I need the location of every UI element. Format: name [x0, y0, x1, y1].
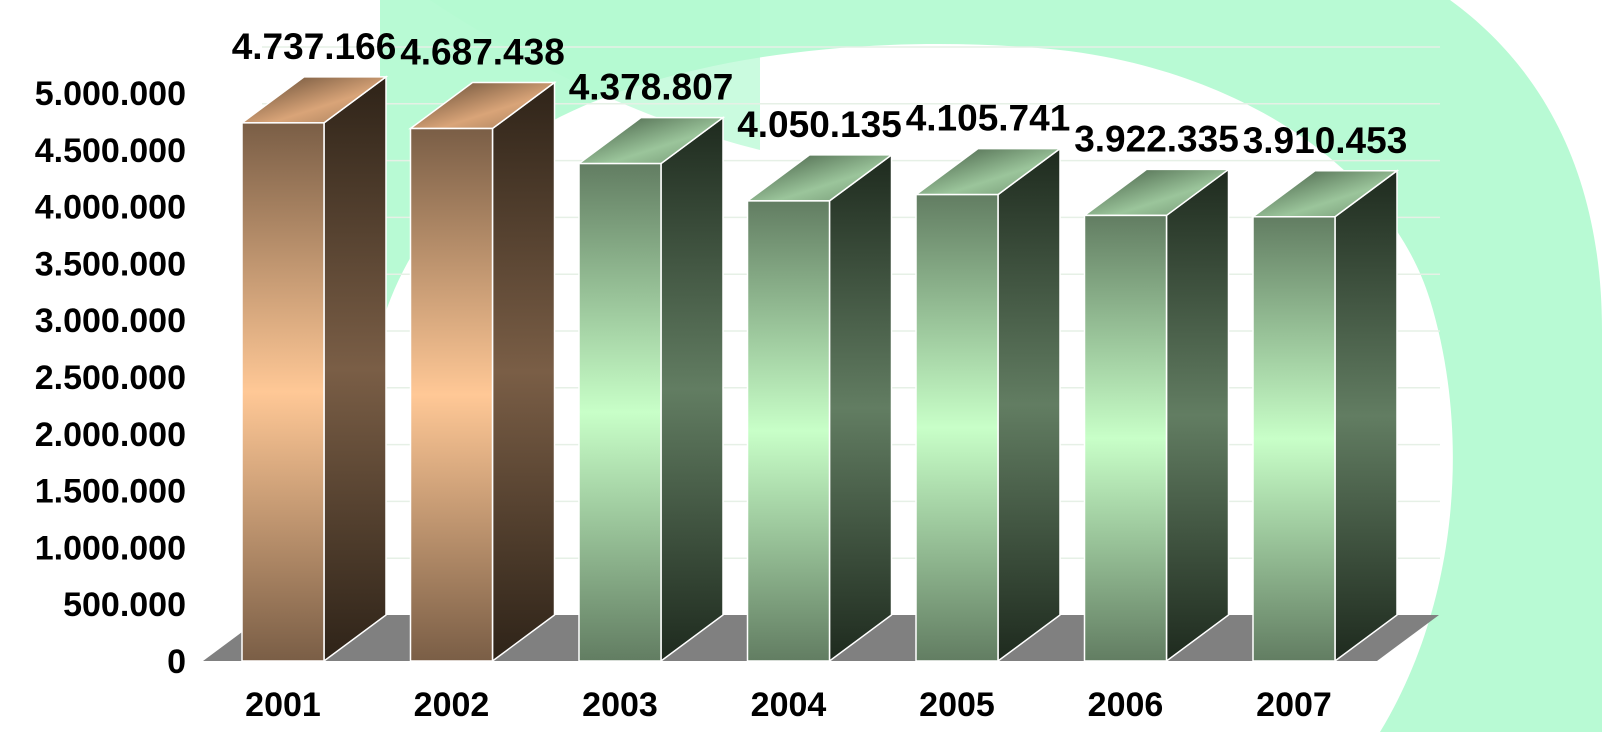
bar-side-face — [997, 147, 1061, 663]
x-category-label: 2006 — [1088, 686, 1164, 724]
x-category-label: 2007 — [1256, 686, 1332, 724]
background-shape — [430, 0, 760, 150]
y-tick-label: 4.500.000 — [35, 132, 186, 170]
background-shape — [380, 0, 1602, 732]
x-axis-category-labels: 2001 2002 2003 2004 2005 2006 2007 — [245, 686, 1332, 724]
bar-front-face — [1083, 214, 1168, 662]
y-axis-tick-labels: 0 500.000 1.000.000 1.500.000 2.000.000 2.500… — [35, 75, 186, 681]
x-category-label: 2004 — [751, 686, 827, 724]
bar-2006 — [1082, 167, 1231, 663]
bar-2007 — [1250, 169, 1400, 663]
data-value-label: 3.922.335 — [1074, 118, 1239, 159]
x-category-label: 2001 — [245, 686, 321, 724]
bar-2005 — [913, 147, 1063, 663]
x-category-label: 2003 — [582, 686, 658, 724]
data-value-label: 4.687.438 — [400, 32, 565, 73]
bar-front-face — [241, 122, 325, 662]
bar-side-face — [828, 153, 893, 663]
x-category-label: 2005 — [919, 686, 995, 724]
bar-front-face — [1252, 216, 1336, 662]
bar-side-face — [660, 116, 724, 663]
data-value-label: 4.737.166 — [232, 26, 397, 67]
bar-2002 — [408, 81, 557, 663]
data-value-label: 3.910.453 — [1243, 120, 1408, 161]
bar-side-face — [1334, 169, 1398, 663]
y-tick-label: 5.000.000 — [35, 75, 186, 113]
bar-side-face — [1165, 167, 1230, 663]
y-tick-label: 1.000.000 — [35, 529, 186, 567]
y-tick-label: 0 — [167, 643, 186, 681]
data-value-label: 4.105.741 — [906, 98, 1071, 139]
y-tick-label: 4.000.000 — [35, 189, 186, 227]
x-category-label: 2002 — [414, 686, 490, 724]
bar-front-face — [746, 200, 831, 662]
bar-front-face — [578, 162, 662, 662]
bar-2003 — [576, 116, 726, 663]
y-tick-label: 2.000.000 — [35, 416, 186, 454]
bar-front-face — [915, 193, 999, 662]
background-decoration — [380, 0, 1602, 732]
bars — [239, 75, 1400, 663]
y-tick-label: 2.500.000 — [35, 359, 186, 397]
bar-side-face — [491, 81, 556, 663]
bar-2004 — [745, 153, 894, 663]
bar-side-face — [323, 75, 387, 663]
data-value-label: 4.050.135 — [737, 104, 902, 145]
y-tick-label: 500.000 — [63, 586, 186, 624]
data-value-label: 4.378.807 — [569, 67, 734, 108]
bar-2001 — [239, 75, 389, 663]
bar-front-face — [409, 127, 494, 662]
y-tick-label: 1.500.000 — [35, 473, 186, 511]
y-tick-label: 3.500.000 — [35, 245, 186, 283]
y-tick-label: 3.000.000 — [35, 302, 186, 340]
